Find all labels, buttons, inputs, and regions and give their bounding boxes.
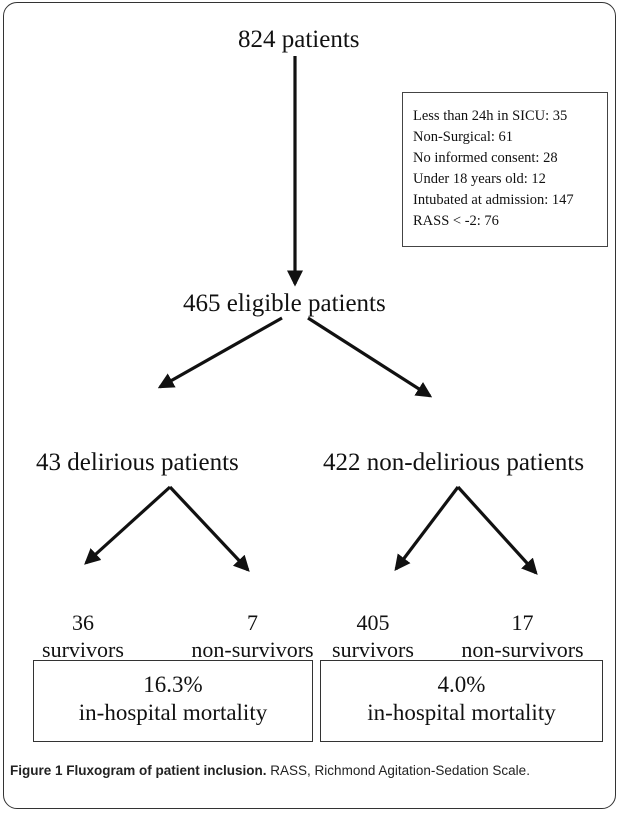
exclusion-item: Under 18 years old: 12 (413, 171, 546, 187)
exclusion-box: Less than 24h in SICU: 35 Non-Surgical: … (402, 92, 608, 247)
caption-title: Figure 1 Fluxogram of patient inclusion. (10, 763, 267, 778)
delirious-patients-label: 43 delirious patients (36, 449, 239, 476)
nondelirious-nonsurvivors-label: non-survivors (461, 637, 584, 662)
arrow-eligible-to-nondelirious (307, 316, 433, 398)
arrow-delirious-to-nonsurvivors (168, 485, 250, 572)
figure-frame (3, 2, 616, 809)
exclusion-item: No informed consent: 28 (413, 150, 558, 166)
nondelirious-patients-label: 422 non-delirious patients (323, 449, 585, 476)
caption-text: RASS, Richmond Agitation-Sedation Scale. (270, 763, 530, 778)
delirious-mortality-value: 16.3% (143, 672, 203, 697)
delirious-nonsurvivors-label: non-survivors (191, 637, 314, 662)
nondelirious-mortality-box: 4.0% in-hospital mortality (320, 660, 603, 742)
delirious-survivors-label: survivors (42, 637, 124, 662)
eligible-patients-label: 465 eligible patients (183, 290, 386, 317)
figure-caption: Figure 1 Fluxogram of patient inclusion.… (10, 761, 610, 781)
nondelirious-survivors-label: survivors (332, 637, 414, 662)
nondelirious-mortality-value: 4.0% (437, 672, 486, 697)
delirious-survivors-count: 36 (72, 610, 94, 635)
total-patients-label: 824 patients (238, 26, 360, 53)
exclusion-item: Non-Surgical: 61 (413, 129, 514, 145)
arrow-delirious-to-survivors (84, 485, 172, 565)
delirious-nonsurvivors-count: 7 (247, 610, 258, 635)
nondelirious-mortality-label: in-hospital mortality (367, 700, 556, 725)
exclusion-item: Less than 24h in SICU: 35 (413, 108, 568, 124)
arrow-nondelirious-to-survivors (394, 486, 460, 572)
nondelirious-survivors-count: 405 (356, 610, 390, 635)
exclusion-item: RASS < -2: 76 (413, 213, 499, 229)
delirious-mortality-label: in-hospital mortality (78, 700, 268, 725)
arrow-eligible-to-delirious (157, 316, 283, 389)
exclusion-item: Intubated at admission: 147 (413, 192, 574, 208)
arrow-nondelirious-to-nonsurvivors (456, 485, 538, 575)
nondelirious-nonsurvivors-count: 17 (511, 610, 534, 635)
delirious-mortality-box: 16.3% in-hospital mortality (33, 660, 313, 742)
